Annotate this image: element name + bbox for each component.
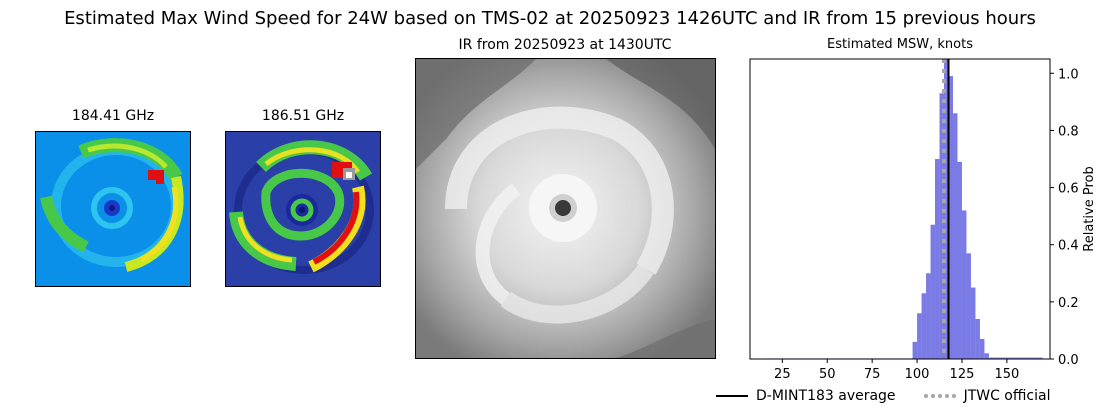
legend-swatch-average [716,395,748,397]
plot-frame [749,58,1051,360]
x-tick-label: 25 [774,367,791,382]
histogram-bar [1002,357,1007,359]
histogram-bar [917,313,922,359]
legend-label-jtwc: JTWC official [963,388,1051,404]
histogram-bar [1038,357,1043,359]
x-tick-label: 50 [819,367,836,382]
ir-image [415,58,716,359]
y-tick-label: 0.8 [1058,124,1079,139]
msw-histogram: 25 50 75 100 125 150 0.0 0.2 0.4 0.6 0.8 1.0 Relativ… [749,58,1097,382]
histogram-bar [961,210,967,359]
legend-item-average: D-MINT183 average [716,388,896,404]
legend-label-average: D-MINT183 average [756,388,896,404]
histogram-bar [912,341,918,359]
chart-legend: D-MINT183 average JTWC official [716,386,1050,406]
y-tick-label: 0.6 [1058,182,1079,197]
histogram-bar [939,93,945,360]
histogram-bar [966,253,971,359]
histogram-bar [921,293,927,359]
histogram-bar [1006,357,1012,359]
histogram-bar [948,76,953,359]
legend-item-jtwc: JTWC official [923,388,1051,404]
histogram-bar [944,59,949,359]
histogram-bar [926,273,931,359]
y-axis-label: Relative Prob [1082,166,1097,251]
histogram-bar [988,357,994,359]
mw1-title: 184.41 GHz [71,108,155,124]
y-tick-label: 1.0 [1058,67,1079,82]
y-tick-label: 0.2 [1058,296,1079,311]
ir-title: IR from 20250923 at 1430UTC [458,37,672,53]
histogram-bar [970,287,976,359]
mw2-image [225,131,381,287]
histogram-bar [1015,357,1021,359]
chart-title: Estimated MSW, knots [827,37,973,52]
figure-title: Estimated Max Wind Speed for 24W based o… [64,8,1036,29]
histogram-bar [930,224,936,359]
histogram-bar [997,357,1003,359]
histogram-bar [979,339,985,359]
histogram-bar [952,113,958,360]
x-tick-label: 75 [864,367,881,382]
y-tick-label: 0.0 [1058,353,1079,368]
histogram-bar [1020,357,1025,359]
mw2-title: 186.51 GHz [261,108,345,124]
histogram-bar [984,353,989,359]
histogram-bar [1033,357,1039,359]
histogram-bar [1024,357,1030,359]
histogram-bar [957,161,962,359]
y-tick-label: 0.4 [1058,239,1079,254]
histogram-bar [1011,357,1016,359]
mw1-image [35,131,191,287]
x-tick-label: 150 [994,367,1019,382]
histogram-bar [975,319,980,359]
x-tick-label: 125 [950,367,975,382]
histogram-bar [1029,357,1034,359]
histogram-bar [935,159,940,359]
x-tick-label: 100 [905,367,930,382]
histogram-bar [993,357,998,359]
legend-swatch-jtwc [923,394,956,398]
